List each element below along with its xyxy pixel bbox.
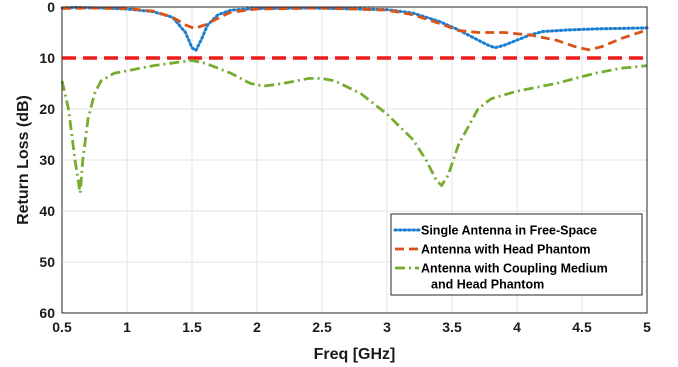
x-tick-label: 2 [253, 319, 261, 335]
y-tick-label: 20 [39, 101, 55, 117]
y-axis-label: Return Loss (dB) [15, 95, 32, 225]
x-tick-label: 4.5 [572, 319, 592, 335]
x-tick-labels: 0.5 1 1.5 2 2.5 3 3.5 4 4.5 5 [52, 319, 651, 335]
series-line-1 [62, 8, 647, 51]
x-tick-label: 1 [123, 319, 131, 335]
legend: Single Antenna in Free-Space Antenna with… [391, 214, 642, 295]
x-tick-label: 5 [643, 319, 651, 335]
series-line-2 [62, 8, 647, 50]
legend-entry-1: Single Antenna in Free-Space [421, 224, 597, 238]
y-tick-label: 40 [39, 203, 55, 219]
x-tick-label: 3.5 [442, 319, 462, 335]
x-tick-label: 4 [513, 319, 521, 335]
series-layer [62, 8, 647, 194]
x-tick-label: 0.5 [52, 319, 72, 335]
x-axis-label: Freq [GHz] [314, 346, 396, 363]
y-tick-label: 50 [39, 254, 55, 270]
legend-entry-2: Antenna with Head Phantom [421, 243, 590, 257]
x-tick-label: 3 [383, 319, 391, 335]
y-tick-label: 0 [47, 0, 55, 15]
y-tick-label: 60 [39, 305, 55, 321]
y-tick-label: 10 [39, 50, 55, 66]
series-line-3 [62, 61, 647, 194]
y-tick-label: 30 [39, 152, 55, 168]
y-tick-labels: 0 10 20 30 40 50 60 [39, 0, 55, 321]
x-tick-label: 2.5 [312, 319, 332, 335]
x-tick-label: 1.5 [182, 319, 202, 335]
